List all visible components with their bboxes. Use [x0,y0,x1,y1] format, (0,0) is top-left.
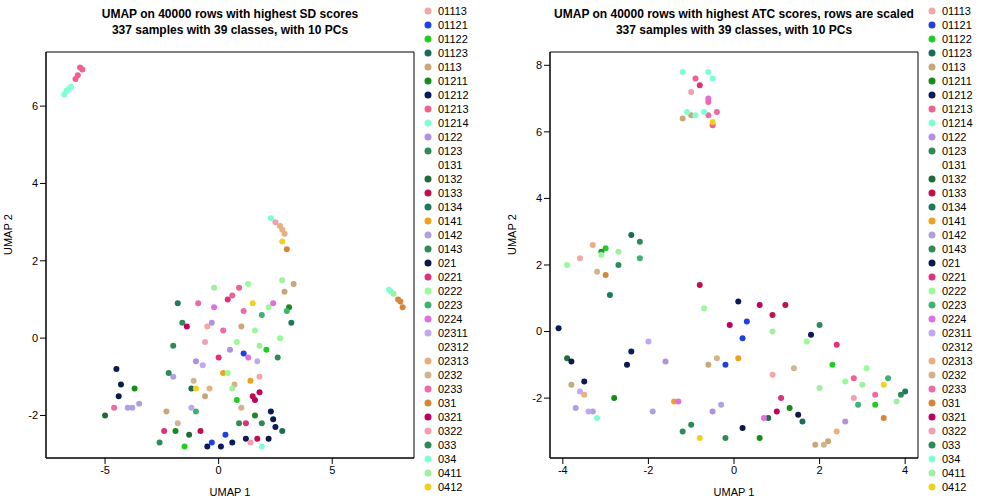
html-text:0222: 0222 [438,285,463,297]
html-text:02311: 02311 [942,327,972,339]
html-text:337 samples with 39 classes, w: 337 samples with 39 classes, with 10 PCs [615,23,853,37]
html-text:01113: 01113 [438,5,467,17]
html-text:0131: 0131 [942,159,967,171]
html-text:0411: 0411 [438,467,462,479]
html-text:0322: 0322 [438,425,463,437]
html-text:033: 033 [942,439,961,451]
html-text:02312: 02312 [942,341,973,353]
svg-text:5: 5 [329,464,335,476]
html-text:0221: 0221 [942,271,967,283]
svg-text:4: 4 [536,192,542,204]
html-text:0123: 0123 [438,145,463,157]
html-text:0232: 0232 [438,369,463,381]
html-text:031: 031 [438,397,457,409]
html-text:0143: 0143 [438,243,463,255]
html-text:034: 034 [942,453,961,465]
html-text:0233: 0233 [438,383,463,395]
svg-text:2: 2 [817,464,823,476]
html-text:337 samples with 39 classes, w: 337 samples with 39 classes, with 10 PCs [111,23,349,37]
html-text:01113: 01113 [942,5,971,17]
html-text:0123: 0123 [942,145,967,157]
html-text:0233: 0233 [942,383,967,395]
html-text:01214: 01214 [942,117,973,129]
svg-text:0: 0 [216,464,222,476]
svg-text:2: 2 [32,255,38,267]
html-text:0113: 0113 [438,61,462,73]
html-text:0134: 0134 [438,201,463,213]
svg-text:-2: -2 [28,409,38,421]
svg-text:6: 6 [32,100,38,112]
html-text:0133: 0133 [438,187,463,199]
html-text:021: 021 [942,257,961,269]
svg-text:-4: -4 [558,464,568,476]
html-text:0412: 0412 [438,481,463,493]
html-text:01214: 01214 [438,117,469,129]
html-text:02312: 02312 [438,341,469,353]
html-text:0223: 0223 [942,299,967,311]
svg-text:-2: -2 [532,392,542,404]
svg-text:4: 4 [32,177,38,189]
html-text:031: 031 [942,397,961,409]
html-text:0134: 0134 [942,201,967,213]
html-text:0113: 0113 [942,61,966,73]
svg-text:4: 4 [902,464,908,476]
svg-text:0: 0 [536,325,542,337]
svg-text:8: 8 [536,59,542,71]
svg-text:UMAP 1: UMAP 1 [714,486,755,498]
html-text:0122: 0122 [438,131,463,143]
html-text:02313: 02313 [942,355,973,367]
html-text:01213: 01213 [942,103,973,115]
svg-text:UMAP 1: UMAP 1 [210,486,251,498]
svg-text:0: 0 [731,464,737,476]
svg-text:2: 2 [536,259,542,271]
html-text:0122: 0122 [942,131,967,143]
html-text:0131: 0131 [438,159,463,171]
html-text:01212: 01212 [942,89,973,101]
html-text:01122: 01122 [438,33,468,45]
html-text:01122: 01122 [942,33,972,45]
svg-text:UMAP 2: UMAP 2 [506,214,518,255]
html-text:021: 021 [438,257,457,269]
html-text:01213: 01213 [438,103,469,115]
html-text:01212: 01212 [438,89,469,101]
html-text:0132: 0132 [438,173,463,185]
html-text:0141: 0141 [942,215,967,227]
html-text:0221: 0221 [438,271,463,283]
html-text:01211: 01211 [438,75,468,87]
html-text:033: 033 [438,439,457,451]
html-text:UMAP on 40000 rows with highes: UMAP on 40000 rows with highest SD score… [101,7,359,21]
html-text:0232: 0232 [942,369,967,381]
html-text:0412: 0412 [942,481,967,493]
html-text:0143: 0143 [942,243,967,255]
svg-text:0: 0 [32,332,38,344]
html-text:01121: 01121 [438,19,468,31]
html-text:0411: 0411 [942,467,966,479]
html-text:UMAP on 40000 rows with highes: UMAP on 40000 rows with highest ATC scor… [554,7,914,21]
html-text:0132: 0132 [942,173,967,185]
html-text:0223: 0223 [438,299,463,311]
html-text:0322: 0322 [942,425,967,437]
html-text:01123: 01123 [942,47,972,59]
html-text:0141: 0141 [438,215,463,227]
html-text:0133: 0133 [942,187,967,199]
html-text:0222: 0222 [942,285,967,297]
html-text:0321: 0321 [438,411,463,423]
html-text:0224: 0224 [942,313,967,325]
svg-text:-2: -2 [644,464,654,476]
svg-text:-5: -5 [100,464,110,476]
svg-text:6: 6 [536,126,542,138]
html-text:01121: 01121 [942,19,972,31]
html-text:0224: 0224 [438,313,463,325]
html-text:034: 034 [438,453,457,465]
html-text:0321: 0321 [942,411,967,423]
svg-text:UMAP 2: UMAP 2 [8,214,14,255]
html-text:01123: 01123 [438,47,468,59]
html-text:01211: 01211 [942,75,972,87]
html-text:0142: 0142 [942,229,967,241]
html-text:02313: 02313 [438,355,469,367]
html-text:02311: 02311 [438,327,468,339]
html-text:0142: 0142 [438,229,463,241]
